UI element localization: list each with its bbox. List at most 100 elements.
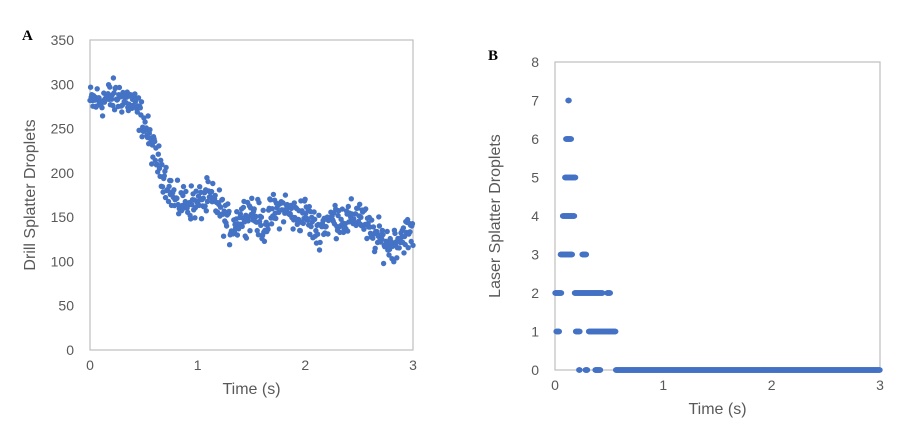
chart-a-data-point [138, 99, 145, 105]
chart-b-y-tick-label: 4 [531, 208, 539, 224]
chart-a-data-point [358, 214, 364, 220]
chart-a-data-point [226, 242, 233, 248]
chart-a-data-point [212, 192, 218, 199]
chart-a-data-point [276, 226, 283, 232]
chart-a-data-point [379, 236, 385, 242]
chart-a-data-point [258, 222, 264, 228]
chart-a-data-point [256, 199, 262, 206]
chart-a-data-point [311, 209, 317, 215]
chart-a-data-point [369, 217, 375, 223]
chart-b-data-point [572, 174, 579, 181]
chart-a-y-tick-label: 250 [51, 121, 75, 137]
chart-a-data-point [165, 198, 172, 205]
chart-a-data-point [189, 202, 195, 208]
chart-a-data-point [370, 224, 377, 230]
chart-a-data-point [409, 221, 416, 227]
chart-b-data-point [577, 328, 583, 335]
chart-a-data-point [405, 245, 411, 251]
chart-b-data-point [556, 328, 562, 335]
chart-a-data-point [156, 143, 162, 149]
chart-b-data-point [583, 251, 590, 258]
chart-a-y-tick-label: 0 [66, 342, 74, 358]
chart-b-data-point [571, 213, 578, 219]
chart-a-data-point [197, 184, 203, 190]
chart-a-data-point [154, 161, 160, 168]
chart-a-x-axis-label: Time (s) [222, 381, 280, 398]
chart-a-data-point [205, 178, 211, 185]
chart-a-data-point [110, 102, 116, 109]
chart-b-x-tick-label: 2 [768, 377, 776, 393]
chart-a-data-point [237, 211, 244, 217]
chart-a-data-point [312, 216, 318, 222]
chart-a-data-point [339, 206, 345, 212]
chart-a-data-point [260, 207, 266, 213]
chart-a-drill-splatter: 0 1 2 3 0 50 100 150 200 250 300 350 Time (s) Drill S… [22, 32, 417, 398]
chart-a-data-point [204, 198, 211, 205]
chart-b-data-point [568, 136, 574, 142]
chart-a-data-point [396, 245, 402, 251]
chart-a-data-point [210, 180, 216, 187]
chart-a-data-point [401, 250, 407, 256]
chart-a-y-tick-label: 100 [51, 253, 75, 269]
chart-a-data-point [220, 233, 227, 239]
chart-a-data-point [288, 205, 295, 212]
chart-a-data-point [188, 183, 194, 189]
chart-a-data-point [297, 228, 303, 234]
chart-a-data-point [243, 235, 250, 241]
chart-b-data-point [877, 367, 883, 373]
chart-a-data-point [171, 187, 177, 193]
chart-a-data-point [200, 195, 206, 201]
chart-a-data-point [306, 203, 312, 210]
chart-b-data-point [597, 367, 604, 373]
chart-b-data-point [577, 367, 583, 373]
chart-a-data-point [108, 96, 115, 102]
chart-a-data-point [290, 226, 296, 232]
chart-a-data-point [155, 151, 161, 157]
chart-a-data-point [254, 227, 260, 234]
chart-a-data-point [198, 216, 205, 222]
chart-a-data-point [245, 218, 251, 224]
chart-a-x-tick-label: 3 [409, 357, 417, 373]
chart-a-data-point [357, 201, 363, 207]
chart-a-data-point [119, 109, 125, 115]
panel-letter-b: B [488, 48, 499, 64]
chart-b-y-tick-label: 5 [531, 170, 539, 186]
chart-a-data-point [379, 227, 386, 234]
chart-a-data-point [253, 213, 259, 220]
chart-a-data-point [163, 164, 169, 171]
chart-a-x-tick-label: 2 [301, 357, 309, 373]
chart-a-data-point [192, 215, 198, 221]
chart-a-data-point [264, 222, 271, 228]
chart-a-y-axis-label: Drill Splatter Droplets [22, 119, 39, 270]
chart-a-data-point [87, 84, 94, 90]
chart-a-data-point [370, 235, 376, 241]
chart-a-y-tick-label: 200 [51, 165, 75, 181]
chart-a-data-point [335, 212, 341, 219]
chart-b-data-point [584, 367, 591, 373]
chart-a-data-point [234, 232, 241, 238]
chart-a-data-point [269, 206, 275, 212]
chart-a-data-point [202, 203, 208, 209]
chart-a-data-point [247, 228, 253, 234]
chart-a-data-point [132, 91, 138, 97]
chart-a-data-point [380, 260, 387, 267]
chart-a-data-point [317, 239, 323, 246]
chart-a-data-point [361, 226, 367, 232]
chart-a-data-point [166, 183, 172, 190]
chart-a-data-point [392, 230, 398, 237]
chart-b-data-point [613, 328, 619, 335]
chart-a-data-point [152, 138, 158, 145]
chart-a-data-point [96, 95, 102, 101]
chart-a-data-point [280, 219, 287, 225]
chart-b-y-tick-label: 3 [531, 247, 539, 263]
chart-a-data-point [265, 226, 271, 232]
chart-a-data-point [159, 161, 165, 168]
chart-b-y-tick-label: 7 [531, 93, 539, 109]
chart-a-data-point [316, 212, 322, 218]
chart-a-data-point [239, 223, 245, 230]
chart-a-data-point [216, 187, 223, 193]
chart-a-data-point [374, 228, 380, 235]
chart-a-data-point [145, 113, 151, 119]
chart-a-y-tick-label: 150 [51, 209, 75, 225]
chart-a-data-point [316, 247, 323, 253]
